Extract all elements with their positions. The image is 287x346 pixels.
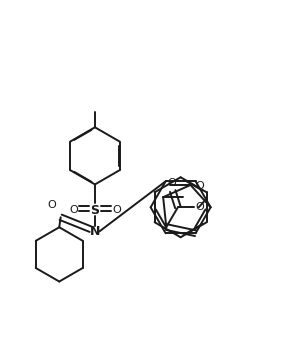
Text: O: O: [48, 200, 57, 210]
Text: O: O: [196, 181, 204, 191]
Text: O: O: [69, 205, 78, 215]
Text: N: N: [90, 225, 100, 238]
Text: O: O: [195, 202, 204, 212]
Text: O: O: [167, 178, 176, 188]
Text: S: S: [90, 204, 100, 217]
Text: O: O: [112, 205, 121, 215]
